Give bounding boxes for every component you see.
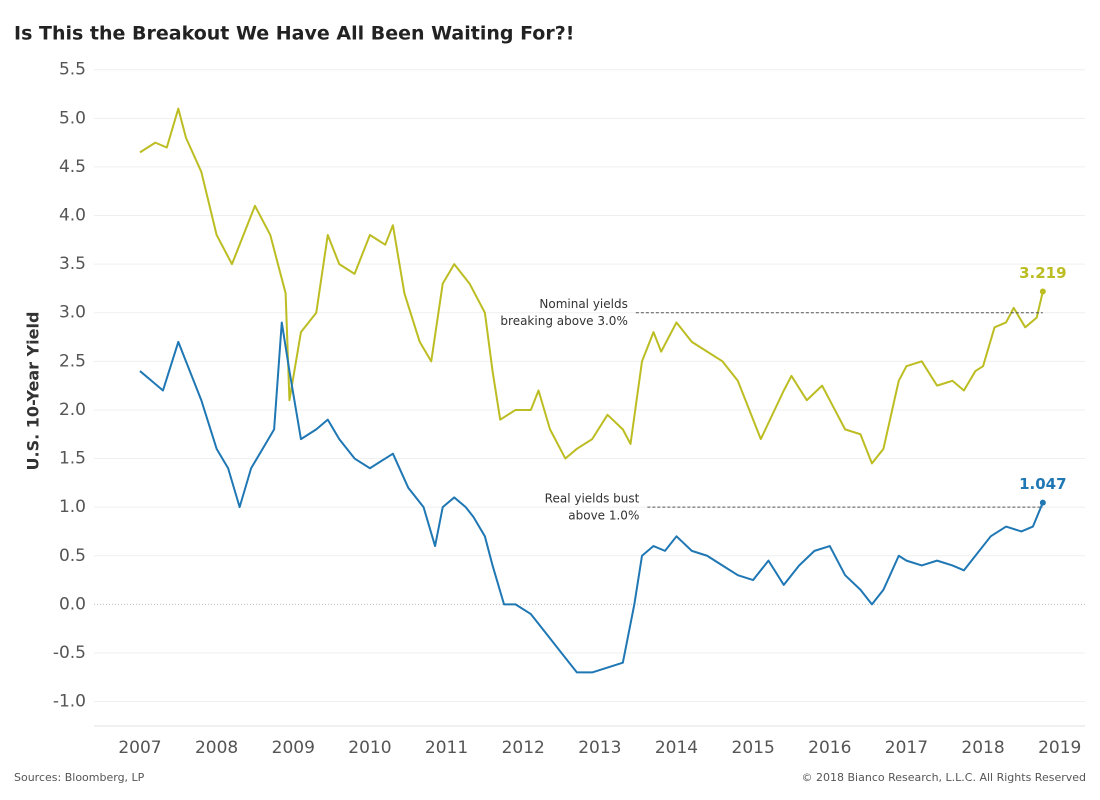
x-tick-label: 2007: [118, 738, 161, 758]
x-tick-label: 2008: [195, 738, 238, 758]
x-tick-label: 2017: [885, 738, 928, 758]
annotation: above 1.0%: [568, 509, 639, 523]
y-tick-label: 1.0: [59, 497, 86, 517]
x-tick-label: 2009: [272, 738, 315, 758]
x-tick-label: 2014: [655, 738, 698, 758]
end-value-label: 1.047: [1019, 475, 1066, 493]
y-tick-label: 5.0: [59, 108, 86, 128]
x-tick-label: 2016: [808, 738, 851, 758]
y-tick-label: 4.0: [59, 206, 86, 226]
y-axis-label: U.S. 10-Year Yield: [24, 312, 43, 471]
y-tick-label: 2.0: [59, 400, 86, 420]
y-tick-label: 3.0: [59, 303, 86, 323]
x-tick-label: 2011: [425, 738, 468, 758]
end-value-label: 3.219: [1019, 264, 1066, 282]
y-tick-label: 3.5: [59, 254, 86, 274]
x-tick-label: 2018: [961, 738, 1004, 758]
x-tick-label: 2019: [1038, 738, 1081, 758]
source: Sources: Bloomberg, LP: [14, 771, 145, 784]
annotation: Nominal yields: [539, 297, 627, 311]
x-tick-label: 2013: [578, 738, 621, 758]
annotation: Real yields bust: [545, 492, 640, 506]
y-tick-label: 1.5: [59, 449, 86, 469]
y-tick-label: 0.5: [59, 546, 86, 566]
chart-title: Is This the Breakout We Have All Been Wa…: [14, 23, 574, 45]
annotation: breaking above 3.0%: [500, 314, 627, 328]
y-tick-label: -1.0: [53, 692, 86, 712]
y-tick-label: -0.5: [53, 643, 86, 663]
x-tick-label: 2015: [732, 738, 775, 758]
end-point: [1039, 499, 1046, 506]
y-tick-label: 2.5: [59, 351, 86, 371]
end-point: [1039, 288, 1046, 295]
y-tick-label: 5.5: [59, 60, 86, 80]
x-tick-label: 2010: [348, 738, 391, 758]
y-tick-label: 0.0: [59, 594, 86, 614]
copyright: © 2018 Bianco Research, L.L.C. All Right…: [802, 771, 1086, 784]
series-line: [139, 321, 1044, 674]
series-line: [139, 107, 1044, 465]
x-tick-label: 2012: [502, 738, 545, 758]
y-tick-label: 4.5: [59, 157, 86, 177]
